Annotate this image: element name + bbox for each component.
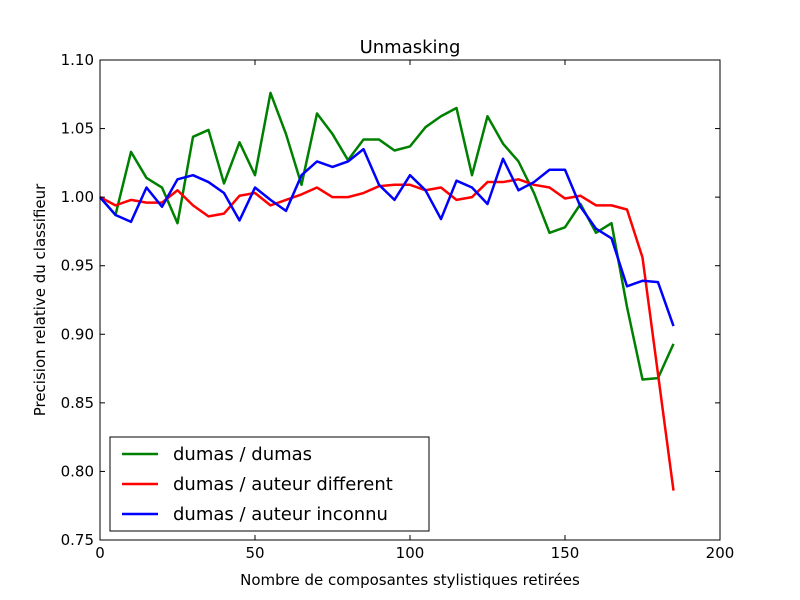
series-line-1: [99, 178, 675, 491]
legend-label-1: dumas / auteur different: [173, 474, 393, 495]
y-tick-label: 0.80: [61, 462, 94, 480]
y-axis-label: Precision relative du classifieur: [31, 183, 49, 416]
y-tick-label: 1.10: [61, 51, 94, 69]
series-line-0: [99, 91, 675, 381]
x-tick-label: 0: [95, 544, 105, 562]
y-tick-label: 0.85: [61, 394, 94, 412]
x-tick-label: 50: [245, 544, 264, 562]
x-tick-label: 150: [551, 544, 580, 562]
series-line-2: [99, 147, 675, 327]
y-tick-label: 1.05: [61, 120, 94, 138]
ticks-layer: 0 50 100 150 200 0.75 0.80 0.85 0.90 0.95 1.00 1.05…: [61, 51, 735, 562]
legend-label-0: dumas / dumas: [173, 444, 312, 465]
legend: dumas / dumas dumas / auteur different dum…: [109, 436, 430, 532]
y-tick-label: 0.95: [61, 257, 94, 275]
y-tick-label: 1.00: [61, 188, 94, 206]
x-tick-label: 200: [706, 544, 735, 562]
y-tick-label: 0.75: [61, 531, 94, 549]
legend-label-2: dumas / auteur inconnu: [173, 504, 388, 525]
legend-box: [109, 436, 430, 532]
series-layer: [99, 91, 675, 491]
x-axis-label: Nombre de composantes stylistiques retir…: [240, 571, 580, 589]
x-tick-label: 100: [396, 544, 425, 562]
chart-title: Unmasking: [360, 37, 461, 58]
y-tick-label: 0.90: [61, 325, 94, 343]
